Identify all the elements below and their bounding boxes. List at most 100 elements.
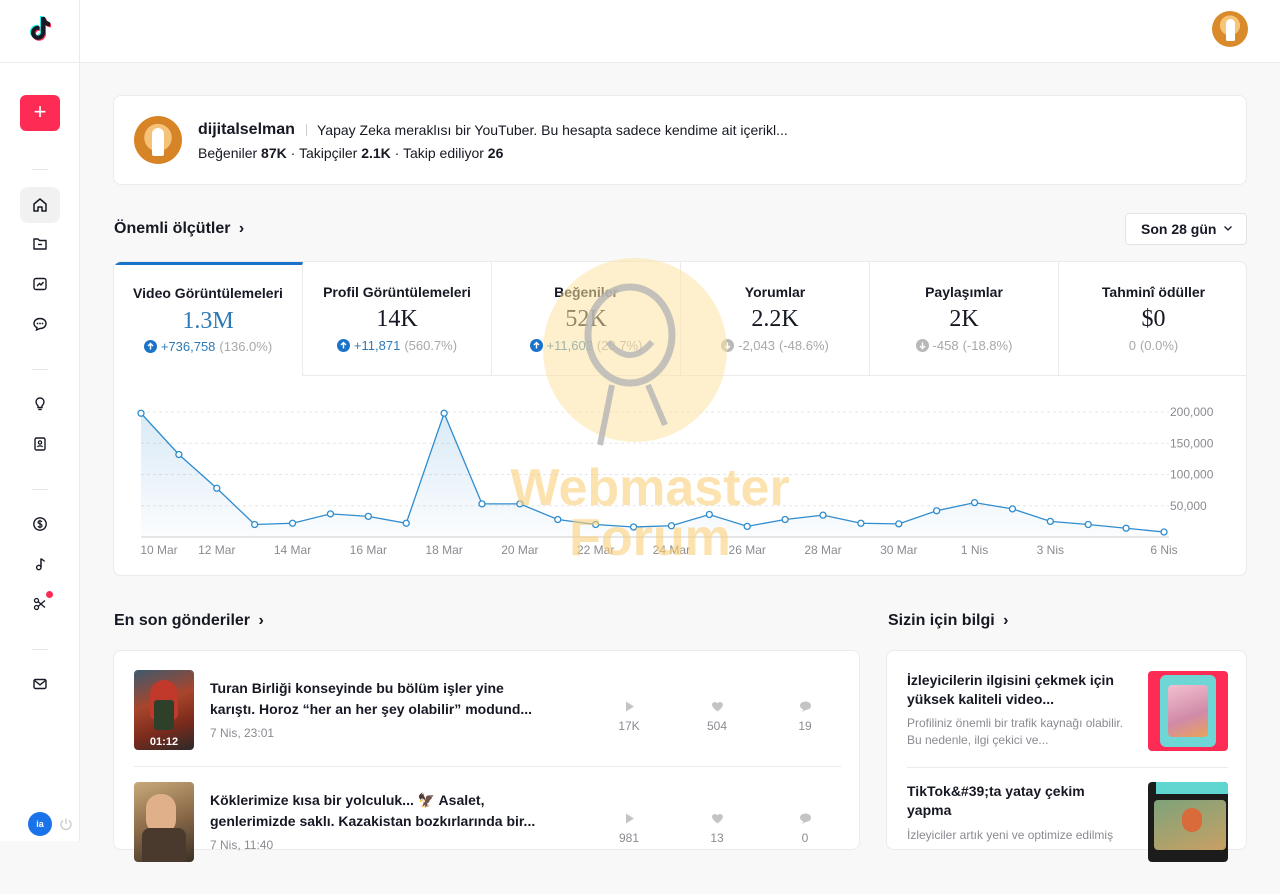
metric-label: Yorumlar	[744, 284, 806, 300]
chart-point[interactable]	[478, 500, 486, 508]
chart-point[interactable]	[288, 519, 297, 527]
chevron-down-icon	[1224, 226, 1232, 231]
metric-tab-estimated-rewards[interactable]: Tahminî ödüller $0 0 (0.0%)	[1059, 262, 1246, 376]
chart-point[interactable]	[251, 520, 259, 529]
metric-tab-comments[interactable]: Yorumlar 2.2K -2,043 (-48.6%)	[681, 262, 870, 376]
metric-label: Video Görüntülemeleri	[133, 285, 283, 301]
chart-point[interactable]	[1122, 524, 1130, 532]
post-row[interactable]: Köklerimize kısa bir yolculuk... 🦅 Asale…	[134, 782, 841, 894]
lightbulb-icon	[35, 397, 45, 411]
chart-point[interactable]	[1160, 528, 1168, 536]
chart-point[interactable]	[933, 507, 941, 515]
user-avatar[interactable]	[1212, 11, 1248, 47]
post-thumbnail[interactable]	[134, 782, 194, 862]
profile-username[interactable]: dijitalselman	[198, 121, 295, 138]
metric-change: +736,758 (136.0%)	[114, 339, 302, 354]
post-views: 981	[599, 812, 659, 845]
play-icon	[625, 813, 634, 824]
chevron-right-icon: ›	[258, 612, 264, 629]
tip-title: İzleyicilerin ilgisini çekmek için yükse…	[907, 672, 1114, 707]
chart-point[interactable]	[857, 519, 865, 527]
chart-point[interactable]	[516, 500, 524, 508]
following-value: 26	[487, 145, 504, 161]
post-date: 7 Nis, 23:01	[210, 726, 275, 740]
chart-point[interactable]	[592, 520, 600, 529]
metric-label: Paylaşımlar	[925, 284, 1003, 300]
period-dropdown[interactable]: Son 28 gün	[1125, 213, 1247, 245]
profile-avatar[interactable]	[134, 116, 182, 164]
metric-change: -458 (-18.8%)	[870, 338, 1058, 353]
metric-tab-shares[interactable]: Paylaşımlar 2K -458 (-18.8%)	[870, 262, 1059, 376]
tips-link[interactable]: Sizin için bilgi ›	[888, 612, 1008, 630]
metric-change-value: +736,758	[160, 339, 216, 354]
chart-point[interactable]	[213, 484, 221, 492]
post-date: 7 Nis, 11:40	[210, 838, 274, 852]
chart-point[interactable]	[175, 450, 183, 459]
upload-button[interactable]: +	[20, 95, 60, 131]
sidebar-item-analytics[interactable]	[20, 266, 60, 302]
sidebar-item-sounds[interactable]	[20, 546, 60, 582]
key-metrics-link[interactable]: Önemli ölçütler ›	[114, 220, 244, 238]
post-row[interactable]: 01:12 Turan Birliği konseyinde bu bölüm …	[134, 670, 841, 782]
chart-point[interactable]	[137, 409, 145, 417]
chart-point[interactable]	[970, 498, 979, 507]
views-chart[interactable]: 200,000 150,000 100,000 50,000 10 Mar 12 Mar 1…	[114, 376, 1247, 576]
chart-point[interactable]	[1084, 520, 1092, 529]
chart-point[interactable]	[1046, 517, 1054, 526]
chart-point[interactable]	[326, 510, 335, 518]
metric-change-value: -458	[932, 338, 959, 353]
heart-icon	[711, 813, 723, 824]
metric-tab-video-views[interactable]: Video Görüntülemeleri 1.3M +736,758 (136…	[114, 262, 303, 376]
chart-point[interactable]	[667, 522, 676, 530]
chart-y-tick-label: 100,000	[1170, 468, 1214, 482]
chart-point[interactable]	[629, 523, 638, 531]
chart-point[interactable]	[364, 512, 372, 521]
tip-description: Profiliniz önemli bir trafik kaynağı ola…	[907, 716, 1124, 747]
analytics-icon	[33, 277, 47, 291]
sidebar-item-feedback[interactable]	[20, 666, 60, 702]
metric-value: $0	[1141, 306, 1166, 332]
sidebar-item-inspiration[interactable]	[20, 386, 60, 422]
extension-badge-icon[interactable]: ia	[28, 812, 52, 836]
chart-point[interactable]	[554, 515, 562, 524]
chart-point[interactable]	[440, 409, 448, 417]
chart-point[interactable]	[1008, 505, 1017, 513]
metric-tab-profile-views[interactable]: Profil Görüntülemeleri 14K +11,871 (560.…	[303, 262, 492, 376]
metric-change-percent: (-48.6%)	[779, 338, 829, 353]
sidebar-item-home[interactable]	[20, 187, 60, 223]
tiktok-logo-icon[interactable]	[27, 14, 53, 42]
comment-icon	[33, 317, 47, 332]
recent-posts-link[interactable]: En son gönderiler ›	[114, 612, 264, 630]
chevron-right-icon: ›	[1003, 612, 1009, 629]
bio-separator	[306, 124, 307, 136]
chart-point[interactable]	[895, 520, 903, 528]
chart-point[interactable]	[402, 519, 410, 527]
sidebar-item-tools[interactable]	[20, 586, 60, 622]
folder-icon	[33, 238, 47, 250]
post-title[interactable]: Turan Birliği konseyinde bu bölüm işler …	[210, 680, 533, 717]
chart-x-tick-label: 28 Mar	[804, 543, 841, 557]
chart-x-tick-label: 16 Mar	[350, 543, 387, 557]
chart-point[interactable]	[781, 515, 789, 524]
post-title[interactable]: Köklerimize kısa bir yolculuk... 🦅 Asale…	[210, 792, 536, 829]
recent-posts-title: En son gönderiler	[114, 612, 251, 629]
sidebar-item-posts[interactable]	[20, 226, 60, 262]
post-thumbnail[interactable]: 01:12	[134, 670, 194, 750]
power-icon[interactable]	[58, 816, 74, 832]
metric-tab-likes[interactable]: Beğeniler 52K +11,602 (28.7%)	[492, 262, 681, 376]
chart-point[interactable]	[705, 510, 713, 519]
metric-change-value: +11,602	[546, 338, 593, 353]
metric-change-value: -2,043	[738, 338, 775, 353]
chart-point[interactable]	[743, 522, 751, 531]
play-icon	[625, 701, 634, 712]
likes-label: Beğeniler	[198, 145, 258, 161]
sidebar-item-academy[interactable]	[20, 426, 60, 462]
chart-x-tick-label: 12 Mar	[198, 543, 235, 557]
sidebar-item-monetization[interactable]	[20, 506, 60, 542]
profile-card: dijitalselman Yapay Zeka meraklısı bir Y…	[113, 95, 1247, 185]
sidebar-item-comments[interactable]	[20, 306, 60, 342]
chart-x-tick-label: 24 Mar	[653, 543, 690, 557]
chevron-right-icon: ›	[238, 220, 245, 237]
chart-point[interactable]	[819, 511, 827, 519]
chart-x-tick-label: 30 Mar	[880, 543, 917, 557]
